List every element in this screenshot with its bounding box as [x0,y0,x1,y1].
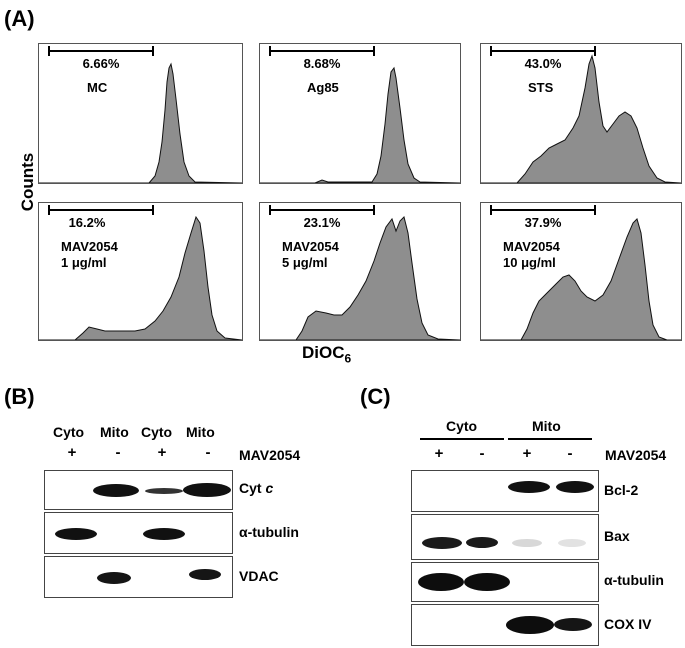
blot-b-vdac-label: VDAC [239,568,279,584]
panel-b-treat-1: + [67,444,77,461]
blot-c-bcl2-label: Bcl-2 [604,482,639,498]
histogram-ag85-percent: 8.68% [303,56,341,71]
blot-b-cytc [44,470,233,510]
histogram-mav10-sample: MAV2054 10 μg/ml [503,239,560,270]
histogram-mav10-plot [481,205,681,340]
blot-c-coxiv [411,604,599,646]
histogram-ag85: 8.68% Ag85 [259,43,461,184]
panel-b-treat-3: + [157,444,167,461]
blot-b-cytc-label: Cyt c [239,480,274,496]
histogram-sts: 43.0% STS [480,43,682,184]
band [556,481,594,493]
band [464,573,510,591]
histogram-mav1-sample: MAV2054 1 μg/ml [61,239,118,270]
band [508,481,550,493]
panel-b-lane-1: Cyto [53,424,85,440]
x-axis-label: DiOC6 [302,343,352,366]
panel-c-group-cyto-line [420,438,504,440]
blot-b-tubulin-label: α-tubulin [239,524,299,540]
band [422,537,462,549]
histogram-mav1: 16.2% MAV2054 1 μg/ml [38,202,243,341]
band [183,483,231,497]
band [554,618,592,631]
band [97,572,131,584]
panel-c-group-mito: Mito [532,418,561,434]
blot-b-vdac [44,556,233,598]
blot-c-tubulin-label: α-tubulin [604,572,664,588]
panel-c-treatment-label: MAV2054 [605,447,667,463]
histogram-mav5-sample: MAV2054 5 μg/ml [282,239,339,270]
blot-c-bcl2 [411,470,599,512]
histogram-sts-percent: 43.0% [524,56,562,71]
histogram-mc-plot [39,46,242,183]
panel-c-treat-3: + [522,445,532,462]
histogram-mav1-plot [39,205,242,340]
histogram-mav10-percent: 37.9% [524,215,562,230]
histogram-sts-plot [481,46,681,183]
histogram-mc-sample: MC [87,80,108,95]
blot-b-tubulin [44,512,233,554]
panel-b-label: (B) [4,384,35,409]
band [145,488,183,494]
histogram-ag85-sample: Ag85 [307,80,339,95]
panel-c-treat-1: + [434,445,444,462]
band [512,539,542,547]
panel-b-treat-4: - [205,444,211,461]
band [506,616,554,634]
histogram-mav10: 37.9% MAV2054 10 μg/ml [480,202,682,341]
histogram-sts-sample: STS [528,80,554,95]
panel-b-lane-2: Mito [100,424,129,440]
panel-b-treat-2: - [115,444,121,461]
band [55,528,97,540]
panel-c-treat-2: - [479,445,485,462]
band [143,528,185,540]
y-axis-label: Counts [18,152,37,212]
histogram-mav5-percent: 23.1% [303,215,341,230]
histogram-mav1-percent: 16.2% [68,215,106,230]
panel-b-lane-4: Mito [186,424,215,440]
panel-c-treat-4: - [567,445,573,462]
band [418,573,464,591]
histogram-ag85-plot [260,46,460,183]
blot-c-coxiv-label: COX IV [604,616,652,632]
histogram-mc-percent: 6.66% [82,56,120,71]
band [189,569,221,580]
panel-a-label: (A) [4,6,35,31]
histogram-mc: 6.66% MC [38,43,243,184]
blot-c-tubulin [411,562,599,602]
panel-b-lane-3: Cyto [141,424,173,440]
panel-c-label: (C) [360,384,391,409]
band [466,537,498,548]
panel-c-group-cyto: Cyto [446,418,478,434]
panel-c-group-mito-line [508,438,592,440]
panel-b-treatment-label: MAV2054 [239,447,301,463]
blot-c-bax-label: Bax [604,528,630,544]
histogram-mav5: 23.1% MAV2054 5 μg/ml [259,202,461,341]
band [558,539,586,547]
blot-c-bax [411,514,599,560]
histogram-mav5-plot [260,205,460,340]
band [93,484,139,497]
